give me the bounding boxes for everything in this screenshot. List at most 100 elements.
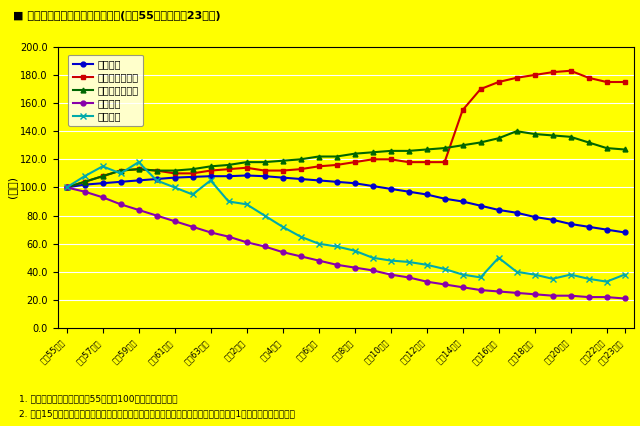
死亡件数 [621,272,628,277]
医療費発生件数 [404,148,412,153]
医療費発生件数 [116,168,124,173]
加入者数 [387,186,394,191]
医療費給付件数 [351,160,358,165]
医療費給付件数 [135,167,143,172]
医療費発生件数 [207,164,214,169]
障害件数 [603,294,611,299]
医療費給付件数 [441,160,449,165]
加入者数 [225,174,232,179]
医療費発生件数 [351,151,358,156]
医療費給付件数 [171,171,179,176]
医療費給付件数 [189,171,196,176]
医療費給付件数 [225,167,232,172]
死亡件数 [153,178,161,183]
加入者数 [243,173,250,178]
障害件数 [548,293,556,298]
医療費発生件数 [585,140,593,145]
死亡件数 [387,258,394,263]
医療費給付件数 [513,75,520,81]
死亡件数 [243,202,250,207]
障害件数 [225,234,232,239]
障害件数 [495,289,502,294]
医療費発生件数 [63,185,70,190]
医療費給付件数 [423,160,431,165]
医療費給付件数 [297,167,305,172]
Text: ■ 災害共済給付の給付状況の推移(昭和55年度〜平成23年度): ■ 災害共済給付の給付状況の推移(昭和55年度〜平成23年度) [13,11,220,20]
障害件数 [459,285,467,290]
加入者数 [116,179,124,184]
医療費発生件数 [315,154,323,159]
加入者数 [423,192,431,197]
死亡件数 [225,199,232,204]
死亡件数 [260,213,268,218]
Line: 医療費給付件数: 医療費給付件数 [64,68,627,190]
死亡件数 [81,174,88,179]
医療費給付件数 [459,107,467,112]
死亡件数 [369,255,376,260]
加入者数 [621,230,628,235]
医療費給付件数 [621,79,628,84]
医療費発生件数 [260,160,268,165]
障害件数 [189,224,196,229]
Line: 加入者数: 加入者数 [64,173,627,235]
医療費発生件数 [423,147,431,152]
医療費給付件数 [99,174,106,179]
加入者数 [189,174,196,179]
医療費発生件数 [477,140,484,145]
医療費給付件数 [585,75,593,81]
障害件数 [171,219,179,224]
障害件数 [297,254,305,259]
障害件数 [116,202,124,207]
医療費発生件数 [548,133,556,138]
障害件数 [585,294,593,299]
Line: 死亡件数: 死亡件数 [64,159,627,285]
医療費給付件数 [531,72,538,78]
医療費給付件数 [116,168,124,173]
医療費発生件数 [333,154,340,159]
加入者数 [495,207,502,213]
医療費発生件数 [243,160,250,165]
障害件数 [423,279,431,284]
医療費発生件数 [297,157,305,162]
障害件数 [333,262,340,268]
死亡件数 [116,171,124,176]
加入者数 [531,214,538,219]
死亡件数 [333,244,340,249]
障害件数 [351,265,358,270]
障害件数 [81,189,88,194]
加入者数 [171,175,179,180]
障害件数 [135,207,143,213]
障害件数 [404,275,412,280]
障害件数 [279,250,287,255]
医療費発生件数 [495,135,502,141]
障害件数 [243,240,250,245]
医療費給付件数 [333,162,340,167]
加入者数 [315,178,323,183]
医療費発生件数 [369,150,376,155]
Text: 2. 平成15年度における給付件数の増加は、件数の積算方法を変更し、当該月数ごとに1件とした影響が強い。: 2. 平成15年度における給付件数の増加は、件数の積算方法を変更し、当該月数ごと… [19,409,295,418]
障害件数 [477,288,484,293]
死亡件数 [315,241,323,246]
医療費発生件数 [531,132,538,137]
死亡件数 [279,224,287,229]
死亡件数 [548,276,556,282]
医療費給付件数 [404,160,412,165]
加入者数 [603,227,611,232]
医療費給付件数 [153,168,161,173]
医療費発生件数 [153,168,161,173]
死亡件数 [441,266,449,271]
死亡件数 [513,269,520,274]
医療費給付件数 [315,164,323,169]
加入者数 [333,179,340,184]
医療費給付件数 [243,165,250,170]
加入者数 [279,175,287,180]
医療費発生件数 [513,129,520,134]
死亡件数 [189,192,196,197]
障害件数 [315,258,323,263]
障害件数 [153,213,161,218]
障害件数 [387,272,394,277]
死亡件数 [99,164,106,169]
障害件数 [369,268,376,273]
死亡件数 [495,255,502,260]
死亡件数 [63,185,70,190]
